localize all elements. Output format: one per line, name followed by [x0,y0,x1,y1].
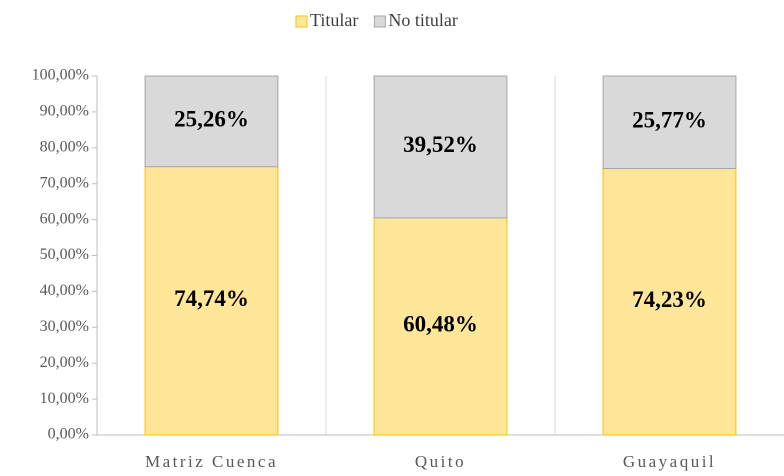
value-label: 39,52% [403,132,478,157]
legend-label: No titular [388,10,458,30]
y-tick-label: 30,00% [40,318,89,335]
legend-swatch [373,15,386,28]
x-tick-label: Quito [415,452,466,471]
bar-segment [602,168,737,436]
x-tick-label: Guayaquil [623,452,716,471]
x-tick-label: Matriz Cuenca [145,452,278,471]
value-label: 25,77% [632,108,707,133]
bar-segment [373,75,508,219]
y-tick-label: 60,00% [40,210,89,227]
legend-swatch [295,15,308,28]
legend-label: Titular [310,10,358,30]
y-tick-label: 0,00% [48,426,89,443]
y-tick-label: 10,00% [40,390,89,407]
y-tick-label: 40,00% [40,282,89,299]
y-tick-label: 80,00% [40,138,89,155]
bar-segment [144,75,279,168]
y-tick-label: 100,00% [32,67,89,84]
value-label: 74,74% [174,286,249,311]
value-label: 74,23% [632,287,707,312]
bar-segment [373,217,508,436]
y-tick-label: 20,00% [40,354,89,371]
value-label: 60,48% [403,312,478,337]
bar-segment [602,75,737,170]
y-tick-label: 50,00% [40,246,89,263]
y-tick-label: 70,00% [40,174,89,191]
bar-segment [144,166,279,436]
y-tick-label: 90,00% [40,103,89,120]
value-label: 25,26% [174,107,249,132]
